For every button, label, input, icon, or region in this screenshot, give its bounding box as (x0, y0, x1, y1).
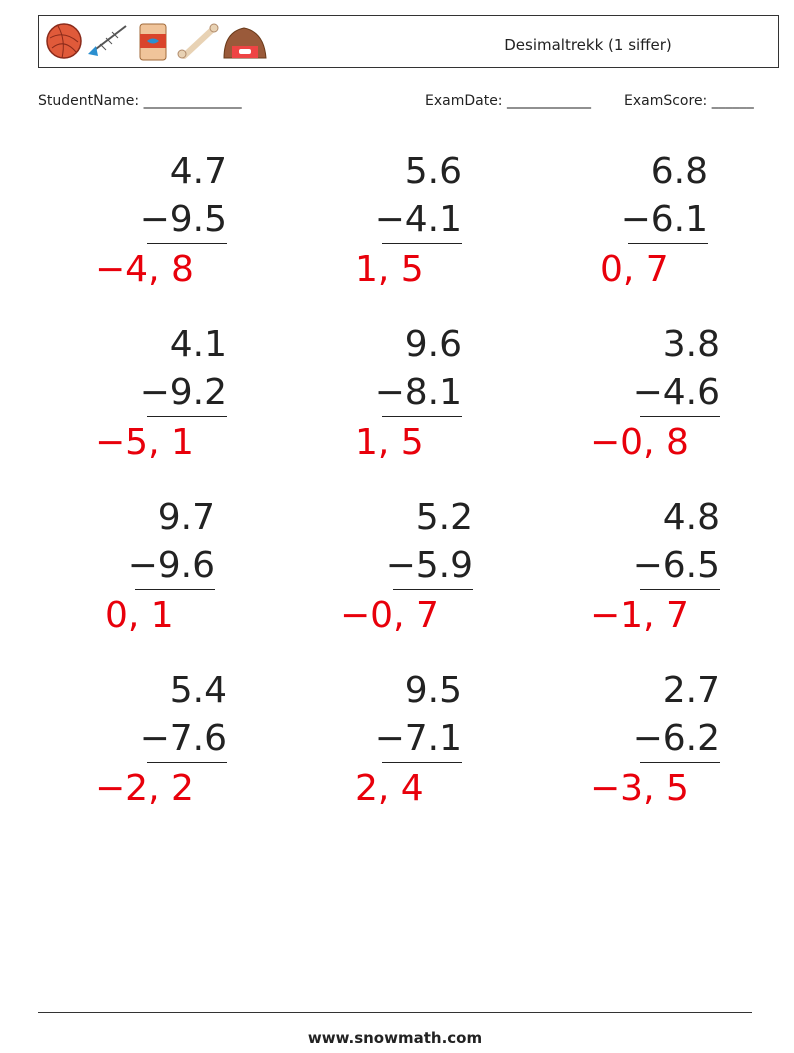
title: Desimaltrekk (1 siffer) (504, 36, 672, 54)
problem-rule (382, 762, 462, 763)
problem-top: 3.8 (662, 324, 720, 365)
problem-answer: −0, 7 (340, 595, 439, 636)
problem-top: 4.7 (169, 151, 227, 192)
problem-bottom: −8.1 (374, 372, 462, 413)
problem-rule (147, 762, 227, 763)
problem-rule (640, 762, 720, 763)
student-name-field: StudentName: ______________ (38, 93, 242, 109)
header-box (38, 15, 779, 68)
problem-answer: 0, 1 (105, 595, 174, 636)
problem-answer: −3, 5 (590, 768, 689, 809)
problem-bottom: −9.2 (139, 372, 227, 413)
problem-bottom: −7.1 (374, 718, 462, 759)
problem-answer: 1, 5 (355, 422, 424, 463)
problem-top: 5.6 (404, 151, 462, 192)
footer-url: www.snowmath.com (307, 1029, 483, 1047)
problem-top: 5.2 (415, 497, 473, 538)
problem-rule (393, 589, 473, 590)
exam-date-field: ExamDate: ____________ (425, 93, 591, 109)
problem-rule (640, 589, 720, 590)
problem-answer: −1, 7 (590, 595, 689, 636)
problem-answer: −5, 1 (95, 422, 194, 463)
problem-answer: −2, 2 (95, 768, 194, 809)
problem-bottom: −9.5 (139, 199, 227, 240)
problem-top: 2.7 (662, 670, 720, 711)
problem-answer: 1, 5 (355, 249, 424, 290)
problem-rule (382, 416, 462, 417)
problem-rule (147, 416, 227, 417)
problem-rule (628, 243, 708, 244)
problem-bottom: −6.5 (632, 545, 720, 586)
problem-rule (382, 243, 462, 244)
problem-rule (135, 589, 215, 590)
problem-top: 4.8 (662, 497, 720, 538)
problem-answer: 2, 4 (355, 768, 424, 809)
header-icons (46, 23, 267, 61)
problem-rule (147, 243, 227, 244)
problem-top: 6.8 (650, 151, 708, 192)
problem-bottom: −6.1 (620, 199, 708, 240)
problem-top: 9.7 (157, 497, 215, 538)
problem-top: 9.5 (404, 670, 462, 711)
problem-bottom: −6.2 (632, 718, 720, 759)
problem-top: 4.1 (169, 324, 227, 365)
problem-rule (640, 416, 720, 417)
problem-bottom: −4.1 (374, 199, 462, 240)
problem-bottom: −4.6 (632, 372, 720, 413)
problem-top: 9.6 (404, 324, 462, 365)
problem-bottom: −5.9 (385, 545, 473, 586)
problem-bottom: −9.6 (127, 545, 215, 586)
problem-answer: 0, 7 (600, 249, 669, 290)
problem-answer: −4, 8 (95, 249, 194, 290)
footer-rule (38, 1012, 752, 1013)
problem-bottom: −7.6 (139, 718, 227, 759)
problem-answer: −0, 8 (590, 422, 689, 463)
problem-top: 5.4 (169, 670, 227, 711)
exam-score-field: ExamScore: ______ (624, 93, 754, 109)
